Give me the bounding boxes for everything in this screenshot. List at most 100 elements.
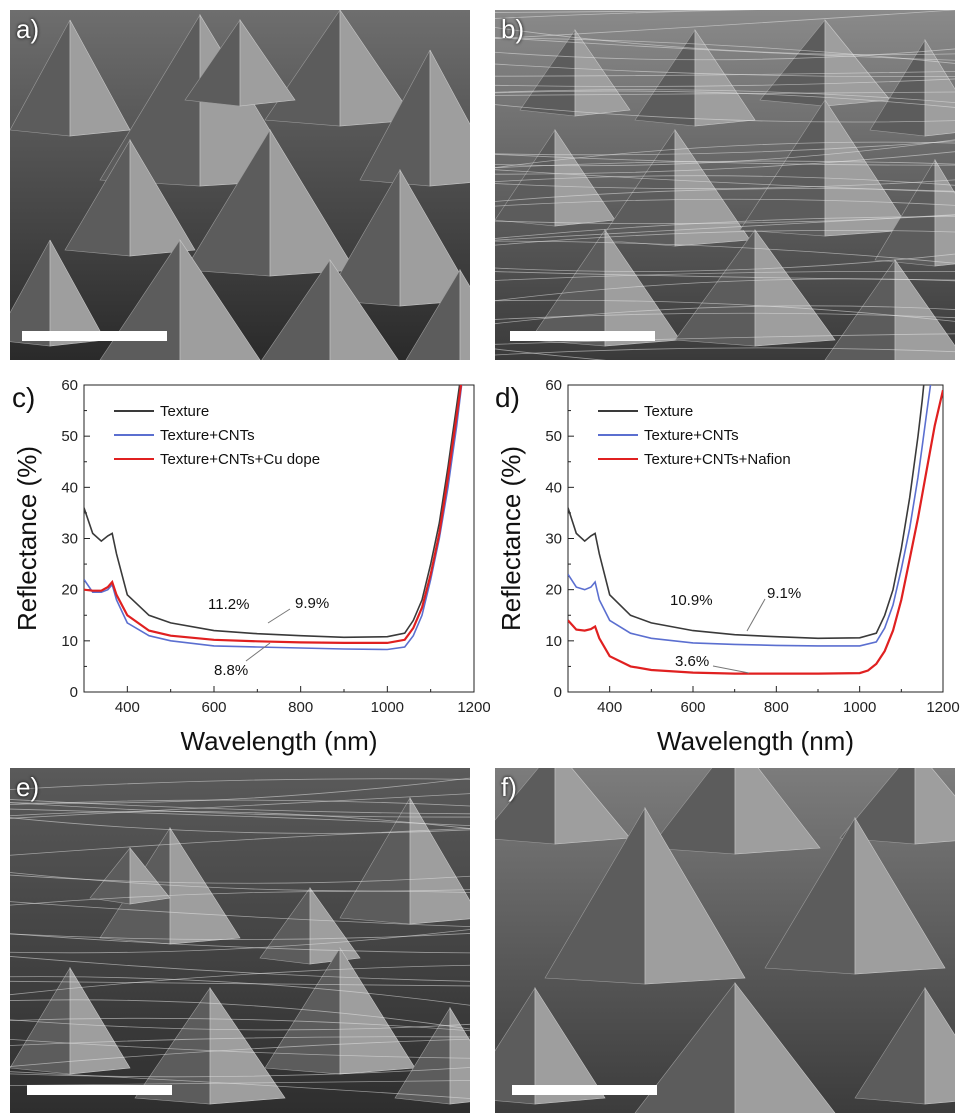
x-tick-label: 400: [115, 699, 140, 716]
cnt-fiber: [495, 229, 955, 246]
panel-label-f: f): [501, 772, 517, 802]
cnt-fiber: [495, 175, 955, 186]
annotation-leader: [245, 642, 271, 662]
cnt-fiber: [495, 37, 955, 64]
plot-frame: [83, 384, 475, 693]
cnt-fiber: [495, 90, 955, 108]
y-tick-label: 30: [545, 531, 562, 548]
x-tick-label: 600: [680, 699, 705, 716]
chart-c-svg: c) 0 10 20 30 40 50 60 400 600 800 1000 1200 Waveleng…: [12, 377, 491, 756]
cnt-fiber: [495, 48, 955, 61]
cnt-fiber: [10, 956, 470, 982]
cnt-fiber: [495, 10, 745, 13]
pyramid-face-right: [734, 768, 821, 855]
cnt-fiber: [495, 151, 955, 175]
cnt-fiber: [495, 179, 955, 189]
pyramid-face-right: [449, 1006, 470, 1105]
x-tick-label: 1000: [371, 699, 404, 716]
cnt-fiber: [10, 1038, 470, 1059]
pyramid-face-right: [329, 259, 399, 360]
cnt-fiber: [10, 1071, 470, 1099]
cnt-fiber: [10, 802, 470, 818]
pyramid-face-right: [734, 982, 836, 1113]
pyramid-cnt-nafion-image: [495, 768, 955, 1113]
cnt-fiber: [495, 198, 955, 207]
legend-label: Texture+CNTs+Nafion: [644, 451, 791, 468]
cnt-fiber: [10, 874, 470, 884]
pyramid-face-right: [49, 239, 106, 347]
pyramid-face-right: [239, 19, 296, 107]
sem-image-e: e): [10, 768, 470, 1113]
cnt-fiber: [495, 78, 955, 87]
y-tick-label: 20: [61, 582, 78, 599]
pyramid-face-right: [924, 986, 955, 1105]
pyramid-face-right: [934, 158, 955, 267]
cnt-fiber: [495, 89, 955, 103]
cnt-fiber: [10, 1038, 470, 1067]
annotation-label: 9.1%: [767, 585, 801, 602]
y-tick-label: 50: [545, 428, 562, 445]
cnt-fiber: [10, 810, 470, 829]
series-line: [568, 385, 925, 640]
scale-bar-a: [22, 331, 167, 341]
legend-label: Texture+CNTs: [160, 427, 255, 444]
cnt-fiber: [495, 305, 955, 325]
cnt-fiber: [495, 141, 955, 169]
scale-bar-f: [512, 1085, 657, 1095]
y-tick-label: 20: [545, 582, 562, 599]
x-tick-label: 800: [764, 699, 789, 716]
cnt-fiber: [10, 964, 470, 996]
pyramid-face-right: [339, 10, 416, 127]
sem-image-f: f): [495, 768, 955, 1113]
cnt-fiber: [10, 827, 470, 856]
y-axis-label: Reflectance (%): [12, 446, 42, 631]
cnt-fiber: [495, 347, 955, 356]
cnt-fiber: [495, 91, 955, 96]
pyramid-face-right: [69, 966, 131, 1075]
cnt-fiber: [495, 63, 955, 78]
pyramid-face-right: [754, 229, 836, 347]
chart-d-svg: d) 0 10 20 30 40 50 60 400 600 800 1000 1200 Waveleng…: [495, 377, 960, 756]
cnt-fiber: [10, 1067, 470, 1078]
pyramid-face-right: [534, 986, 606, 1105]
cnt-fiber: [495, 299, 955, 322]
pyramid-face-right: [644, 806, 746, 985]
series-line: [84, 385, 463, 651]
cnt-fiber: [495, 104, 955, 123]
y-tick-label: 10: [545, 633, 562, 650]
cnt-fiber: [10, 980, 470, 987]
legend-label: Texture: [644, 403, 693, 420]
x-tick-label: 1000: [843, 699, 876, 716]
cnt-fiber: [495, 10, 955, 40]
sem-image-b: b): [495, 10, 955, 360]
legend-label: Texture+CNTs: [644, 427, 739, 444]
pyramid-cnt-cu-image: [10, 768, 470, 1113]
y-tick-label: 60: [545, 377, 562, 394]
cnt-fiber: [10, 799, 470, 807]
cnt-fiber: [10, 808, 470, 826]
annotation-leader: [746, 598, 766, 632]
pyramid-face-right: [674, 129, 751, 247]
pyramid-face-right: [339, 946, 416, 1075]
annotation-label: 8.8%: [214, 662, 248, 679]
cnt-fiber: [10, 933, 470, 954]
pyramid-face-right: [269, 128, 356, 277]
pyramid-face-right: [129, 847, 171, 905]
y-tick-label: 50: [61, 428, 78, 445]
cnt-fiber: [495, 348, 607, 360]
panel-label: d): [495, 382, 520, 413]
y-tick-label: 60: [61, 377, 78, 394]
cnt-fiber: [495, 140, 955, 156]
series-line: [84, 385, 461, 639]
pyramid-face-right: [914, 768, 955, 845]
cnt-fiber: [495, 240, 955, 264]
x-axis-label: Wavelength (nm): [657, 726, 854, 756]
cnt-fiber: [10, 1019, 470, 1031]
cnt-fiber: [495, 216, 955, 239]
scale-bar-e: [27, 1085, 172, 1095]
pyramid-face-right: [604, 229, 681, 347]
y-tick-label: 40: [61, 479, 78, 496]
scale-bar-b: [510, 331, 655, 341]
annotation-leader: [267, 608, 291, 624]
cnt-fiber: [10, 778, 470, 790]
